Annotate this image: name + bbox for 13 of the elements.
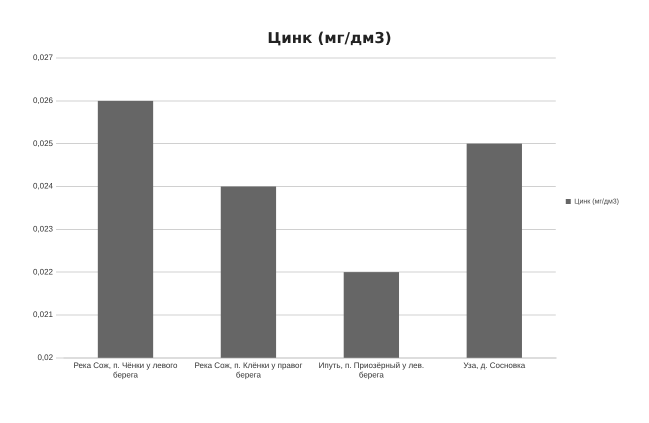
y-tick-label: 0,026: [32, 96, 54, 106]
chart-title: Цинк (мг/дм3): [267, 28, 392, 47]
x-tick-label: Ипуть, п. Приозёрный у лев. берега: [318, 360, 424, 380]
y-tick-label: 0,021: [32, 310, 54, 320]
y-tick-label: 0,023: [32, 224, 54, 234]
y-tick-label: 0,024: [32, 182, 54, 191]
x-tick-label: Река Сож, п. Клёнки у правог берега: [194, 360, 302, 380]
y-tick-label: 0,022: [32, 267, 54, 276]
y-tick-label: 0,02: [37, 353, 54, 362]
x-tick-label: Река Сож, п. Чёнки у левого берега: [73, 360, 178, 380]
y-tick-label: 0,027: [32, 53, 54, 62]
y-tick-label: 0,025: [32, 138, 54, 148]
x-tick-label: Уза, д. Сосновка: [463, 360, 526, 370]
